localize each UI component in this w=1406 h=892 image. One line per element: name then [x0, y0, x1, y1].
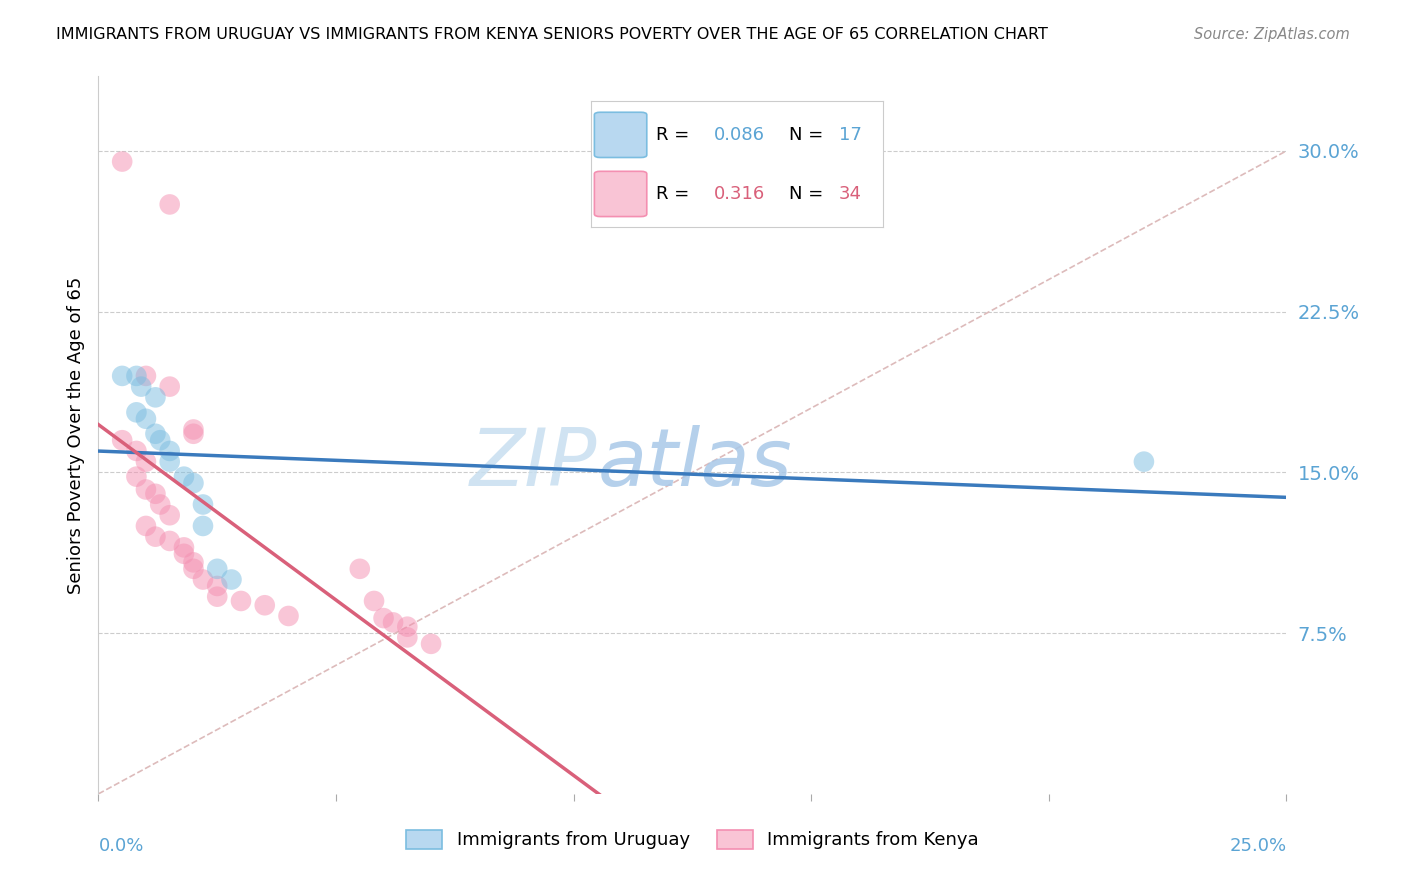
Text: Source: ZipAtlas.com: Source: ZipAtlas.com	[1194, 27, 1350, 42]
Point	[173, 541, 195, 555]
Point	[420, 637, 443, 651]
Point	[277, 609, 299, 624]
Y-axis label: Seniors Poverty Over the Age of 65: Seniors Poverty Over the Age of 65	[66, 277, 84, 593]
Point	[149, 434, 172, 448]
Point	[207, 562, 229, 576]
Point	[173, 469, 195, 483]
Point	[149, 498, 172, 512]
Point	[253, 599, 276, 613]
Legend: Immigrants from Uruguay, Immigrants from Kenya: Immigrants from Uruguay, Immigrants from…	[406, 830, 979, 849]
Point	[111, 368, 134, 383]
Point	[129, 379, 152, 393]
Point	[191, 519, 214, 533]
Point	[111, 154, 134, 169]
Point	[135, 519, 157, 533]
Point	[145, 487, 167, 501]
Point	[183, 562, 205, 576]
Point	[191, 498, 214, 512]
Point	[183, 476, 205, 491]
Point	[145, 390, 167, 404]
Point	[173, 547, 195, 561]
Point	[349, 562, 371, 576]
Point	[159, 533, 181, 548]
Point	[159, 379, 181, 393]
Point	[396, 620, 419, 634]
Point	[159, 197, 181, 211]
Point	[363, 594, 385, 608]
Point	[111, 434, 134, 448]
Point	[145, 426, 167, 441]
Point	[145, 530, 167, 544]
Point	[125, 405, 148, 419]
Point	[373, 611, 395, 625]
Point	[125, 444, 148, 458]
Point	[207, 590, 229, 604]
Point	[183, 555, 205, 569]
Point	[135, 368, 157, 383]
Point	[135, 483, 157, 497]
Point	[159, 444, 181, 458]
Text: ZIP: ZIP	[470, 425, 598, 502]
Point	[1133, 455, 1156, 469]
Point	[207, 579, 229, 593]
Point	[183, 422, 205, 436]
Point	[125, 368, 148, 383]
Point	[135, 455, 157, 469]
Point	[159, 455, 181, 469]
Point	[191, 573, 214, 587]
Text: atlas: atlas	[598, 425, 792, 502]
Point	[229, 594, 252, 608]
Point	[221, 573, 243, 587]
Point	[125, 469, 148, 483]
Point	[396, 631, 419, 645]
Text: 0.0%: 0.0%	[98, 837, 143, 855]
Point	[135, 411, 157, 425]
Text: 25.0%: 25.0%	[1229, 837, 1286, 855]
Point	[159, 508, 181, 523]
Text: IMMIGRANTS FROM URUGUAY VS IMMIGRANTS FROM KENYA SENIORS POVERTY OVER THE AGE OF: IMMIGRANTS FROM URUGUAY VS IMMIGRANTS FR…	[56, 27, 1047, 42]
Point	[183, 426, 205, 441]
Point	[382, 615, 405, 630]
